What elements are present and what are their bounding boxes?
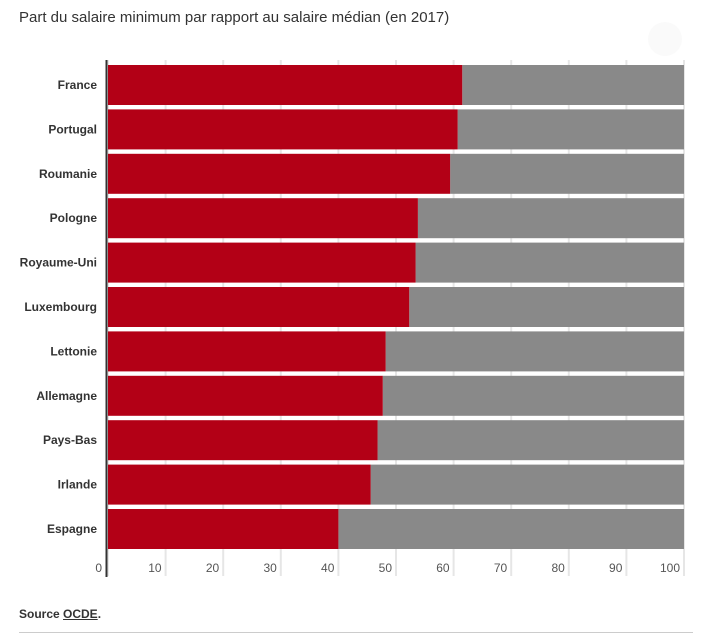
x-tick-label: 30 [263,561,277,575]
category-label: Allemagne [36,389,97,403]
remainder-bar [450,153,684,194]
category-label: Espagne [47,522,97,536]
value-bar [108,464,371,505]
value-bar [108,287,410,327]
x-tick-label: 40 [321,561,335,575]
remainder-bar [370,464,684,505]
category-label: Lettonie [50,344,97,358]
remainder-bar [382,375,684,416]
source-note: Source OCDE. [19,607,102,621]
share-icon[interactable] [648,22,682,56]
remainder-bar [385,331,684,372]
x-tick-label: 80 [551,561,565,575]
value-bar [108,509,339,549]
category-label: Roumanie [39,167,97,181]
x-tick-label: 50 [379,561,393,575]
remainder-bar [457,109,684,150]
divider [19,632,693,633]
category-label: Pologne [50,211,98,225]
category-label: Portugal [48,122,97,136]
x-tick-label: 60 [436,561,450,575]
remainder-bar [338,509,684,549]
x-tick-label: 20 [206,561,220,575]
x-tick-label: 0 [95,561,102,575]
remainder-bar [462,65,684,105]
category-label: Irlande [58,478,98,492]
value-bar [108,331,386,372]
x-tick-label: 90 [609,561,623,575]
category-label: Royaume-Uni [20,256,97,270]
remainder-bar [377,420,684,461]
value-bar [108,420,378,461]
source-link[interactable]: OCDE [63,607,98,621]
x-tick-label: 100 [660,561,680,575]
bar-chart: 0 10 20 30 40 50 60 70 80 90 100 France Portugal Roum… [20,60,685,577]
remainder-bar [415,242,684,283]
value-bar [108,109,458,150]
remainder-bar [417,198,684,239]
remainder-bar [409,287,684,327]
x-tick-label: 10 [148,561,162,575]
value-bar [108,153,451,194]
value-bar [108,65,463,105]
category-label: Luxembourg [24,300,97,314]
value-bar [108,375,383,416]
category-label: France [58,78,98,92]
category-label: Pays-Bas [43,433,97,447]
value-bar [108,198,418,239]
chart-title: Part du salaire minimum par rapport au s… [19,9,450,26]
x-tick-label: 70 [494,561,508,575]
value-bar [108,242,416,283]
